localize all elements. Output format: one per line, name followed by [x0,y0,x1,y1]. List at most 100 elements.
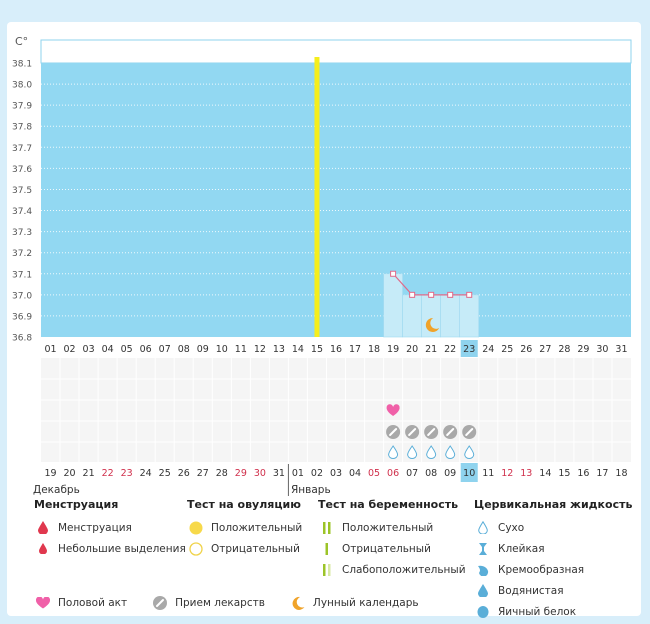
date-label: 06 [387,468,399,479]
legend-item-menstruation: Менструация [34,517,186,538]
date-label: 24 [140,468,152,479]
y-tick-label: 36.9 [12,312,32,322]
legend-item-watery: Водянистая [474,580,632,601]
date-label: 20 [64,468,76,479]
heart-icon [34,596,52,610]
date-label: 29 [235,468,247,479]
legend-menstruation-title: Менструация [34,498,119,511]
sticky-icon [474,542,492,556]
pill-stripe [389,428,398,436]
cycle-day-label: 27 [539,344,551,355]
cycle-day-label: 24 [482,344,494,355]
date-label: 12 [501,468,513,479]
date-label: 22 [102,468,114,479]
y-tick-label: 37.2 [12,249,32,259]
temp-point [409,291,416,298]
pill-stripe [408,428,417,436]
water-drop-icon [474,584,492,598]
single-bar-icon [318,542,336,556]
temp-point [390,270,397,277]
cycle-day-label: 06 [140,344,152,355]
date-label: 14 [539,468,551,479]
legend-item-dry: Сухо [474,517,632,538]
y-tick-label: 37.5 [12,186,32,196]
month-december: Декабрь [33,484,80,496]
creamy-drop-icon [474,563,492,577]
today-date-highlight [460,463,478,482]
legend-pregnancy-title: Тест на беременность [318,498,459,511]
legend-item-ovulation-negative: Отрицательный [187,538,302,559]
date-label: 04 [349,468,361,479]
date-label: 07 [406,468,418,479]
date-label: 25 [159,468,171,479]
cycle-day-label: 25 [501,344,513,355]
cycle-day-label: 07 [159,344,171,355]
pill-stripe [446,428,455,436]
cycle-day-label: 16 [330,344,342,355]
cycle-day-label: 30 [596,344,608,355]
cycle-day-label: 26 [520,344,532,355]
y-tick-label: 38.0 [12,81,32,91]
legend-item-sticky: Клейкая [474,538,632,559]
date-label: 01 [292,468,304,479]
drop-outline-icon [474,521,492,535]
cycle-day-label: 22 [444,344,456,355]
cycle-day-label: 19 [387,344,399,355]
symptom-grid [41,358,631,462]
legend-ovulation-test: Тест на овуляцию Положительный Отрицател… [187,498,302,559]
drop-outline-icon [445,445,456,459]
legend-item-pregnancy-negative: Отрицательный [318,538,466,559]
legend-item-lunar: Лунный календарь [289,596,419,610]
date-label: 13 [520,468,532,479]
pill-stripe [465,428,474,436]
cycle-day-label: 10 [216,344,228,355]
legend-item-pregnancy-positive: Положительный [318,517,466,538]
date-label: 15 [558,468,570,479]
legend-item-creamy: Кремообразная [474,559,632,580]
small-blood-drop-icon [34,542,52,556]
cycle-day-label: 13 [273,344,285,355]
legend-cervical-title: Цервикальная жидкость [474,498,633,511]
unit-label: C° [15,35,29,48]
date-label: 11 [482,468,494,479]
temp-point [428,291,435,298]
date-label: 17 [596,468,608,479]
month-january: Январь [291,484,331,496]
y-tick-label: 37.4 [12,207,32,217]
cycle-day-label: 18 [368,344,380,355]
date-label: 21 [83,468,95,479]
cycle-day-label: 05 [121,344,133,355]
y-tick-label: 37.0 [12,291,32,301]
cycle-day-label: 08 [178,344,190,355]
cycle-day-label: 23 [463,344,475,355]
cycle-day-label: 01 [44,344,56,355]
y-tick-label: 37.8 [12,123,32,133]
legend-ovulation-title: Тест на овуляцию [187,498,301,511]
y-tick-label: 37.3 [12,228,32,238]
cycle-day-label: 28 [558,344,570,355]
date-label: 26 [178,468,190,479]
weak-bar-icon [318,563,336,577]
ovulation-line [314,57,320,337]
date-label: 02 [311,468,323,479]
cycle-day-label: 12 [254,344,266,355]
moon-icon [425,317,440,332]
date-label: 10 [463,468,475,479]
date-label: 18 [615,468,627,479]
date-label: 09 [444,468,456,479]
temp-column [440,294,461,338]
temp-column [402,294,422,338]
y-tick-label: 37.1 [12,270,32,280]
today-highlight [460,340,478,357]
moon-icon [289,596,307,610]
drop-outline-icon [388,445,399,459]
chart-top-band [40,39,632,64]
cycle-day-label: 17 [349,344,361,355]
cycle-day-label: 02 [64,344,76,355]
cycle-day-label: 03 [83,344,95,355]
legend-item-medication: Прием лекарств [151,596,265,610]
cycle-day-label: 31 [615,344,627,355]
date-label: 23 [121,468,133,479]
date-label: 28 [216,468,228,479]
legend-item-intercourse: Половой акт [34,596,127,610]
